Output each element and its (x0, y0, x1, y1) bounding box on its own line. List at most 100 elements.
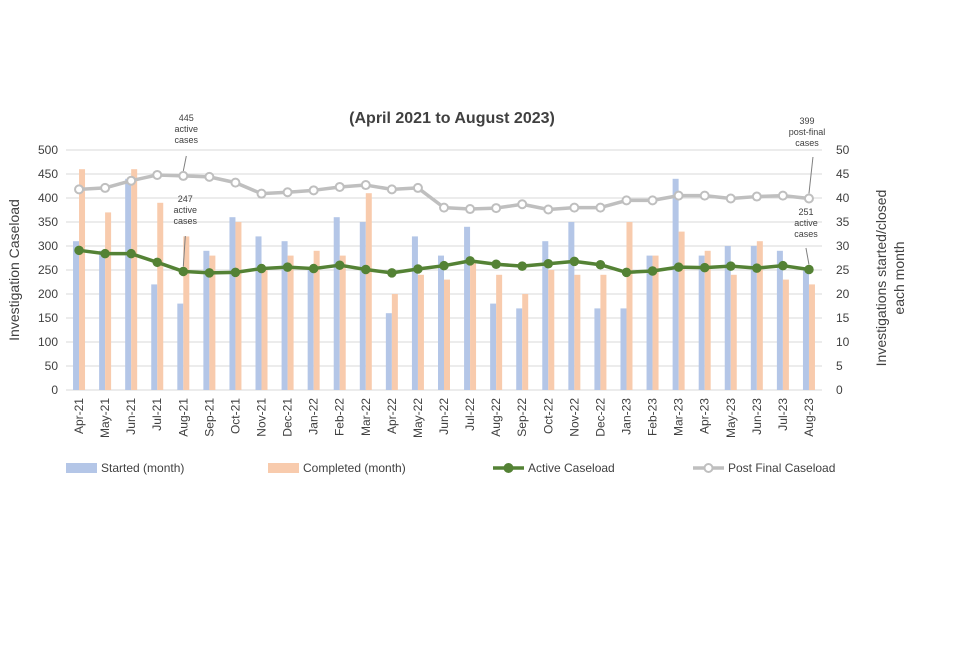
bar-completed (600, 274, 607, 390)
bar-completed (548, 270, 555, 390)
bar-started (307, 270, 314, 390)
bar-started (594, 308, 601, 390)
bar-completed (79, 169, 86, 390)
bar-started (125, 178, 132, 390)
bar-completed (287, 255, 294, 390)
bar-completed (574, 274, 581, 390)
point-active-caseload (804, 264, 814, 275)
y-right-tick-label: 25 (836, 263, 850, 277)
point-post-final-caseload (74, 184, 85, 195)
annotation-line: 251 (798, 207, 813, 217)
bar-started (333, 217, 340, 390)
x-tick-label: Jun-22 (437, 398, 451, 435)
x-tick-label: Jun-23 (750, 398, 764, 435)
bar-completed (339, 255, 346, 390)
y-right-tick-label: 15 (836, 311, 850, 325)
bar-completed (209, 255, 216, 390)
legend-item: Active Caseload (493, 461, 615, 475)
legend-item: Completed (month) (268, 461, 406, 475)
x-tick-label: May-23 (724, 398, 738, 438)
y-right-tick-label: 35 (836, 215, 850, 229)
y-left-tick-label: 350 (38, 215, 58, 229)
point-active-caseload (152, 257, 162, 268)
bar-completed (391, 294, 398, 390)
y-left-tick-label: 300 (38, 239, 58, 253)
y-right-title-line: each month (891, 241, 907, 314)
y-left-tick-label: 150 (38, 311, 58, 325)
point-post-final-caseload (569, 202, 580, 213)
x-tick-label: May-22 (411, 398, 425, 438)
x-tick-label: Sep-22 (515, 398, 529, 437)
point-post-final-caseload (465, 204, 476, 215)
point-active-caseload (126, 248, 136, 259)
point-active-caseload (334, 260, 345, 270)
bar-started (73, 241, 80, 390)
bar-completed (756, 241, 763, 390)
annotation-line: 399 (799, 116, 814, 126)
bar-completed (261, 270, 268, 390)
point-post-final-caseload (230, 177, 241, 188)
x-tick-label: Apr-21 (72, 398, 86, 434)
legend-label: Post Final Caseload (728, 461, 835, 475)
y-left-tick-label: 250 (38, 263, 58, 277)
x-tick-label: Dec-22 (593, 398, 607, 437)
x-tick-label: Jun-21 (124, 398, 138, 435)
point-active-caseload (256, 263, 267, 274)
legend-swatch-marker (503, 463, 514, 473)
bar-completed (678, 231, 685, 390)
bar-started (672, 178, 679, 390)
x-tick-label: Aug-22 (489, 398, 503, 437)
bar-completed (235, 222, 242, 390)
bar-started (568, 222, 575, 390)
x-tick-label: Apr-22 (385, 398, 399, 434)
point-active-caseload (699, 262, 710, 273)
x-tick-label: Feb-23 (646, 398, 660, 436)
y-left-tick-label: 450 (38, 167, 58, 181)
annotation-line: active (175, 124, 199, 134)
annotation-label: 399 post-final cases (789, 116, 826, 148)
annotation-line: cases (174, 216, 198, 226)
bar-completed (105, 212, 112, 390)
bar-completed (417, 274, 424, 390)
y-right-tick-label: 50 (836, 143, 850, 157)
legend-label: Completed (month) (303, 461, 406, 475)
bar-started (203, 250, 210, 390)
y-left-tick-label: 400 (38, 191, 58, 205)
point-active-caseload (673, 262, 684, 272)
point-active-caseload (230, 267, 241, 278)
y-right-tick-label: 45 (836, 167, 850, 181)
bar-started (177, 303, 184, 390)
point-post-final-caseload (439, 202, 449, 213)
point-post-final-caseload (647, 195, 658, 206)
annotation-label: 247 active cases (174, 194, 198, 226)
x-tick-label: May-21 (98, 398, 112, 438)
y-axis-right-title: Investigations started/closed each month (873, 190, 907, 367)
bar-started (724, 246, 731, 390)
bar-started (151, 284, 158, 390)
bar-started (99, 250, 106, 390)
x-tick-label: Aug-21 (176, 398, 190, 437)
bar-completed (470, 260, 477, 390)
point-post-final-caseload (360, 180, 371, 191)
x-tick-label: Jul-21 (150, 398, 164, 431)
bar-started (359, 222, 366, 390)
point-post-final-caseload (725, 193, 736, 204)
annotation-line: cases (794, 229, 818, 239)
bar-started (411, 236, 418, 390)
point-post-final-caseload (412, 182, 423, 193)
point-post-final-caseload (386, 184, 397, 195)
point-post-final-caseload (334, 181, 345, 192)
annotation-line: 445 (179, 113, 194, 123)
point-active-caseload (204, 268, 215, 278)
point-active-caseload (387, 268, 397, 278)
x-tick-label: Jul-22 (463, 398, 477, 431)
point-active-caseload (178, 266, 189, 277)
chart-title: (April 2021 to August 2023) (349, 110, 555, 127)
point-active-caseload (752, 263, 762, 273)
point-active-caseload (621, 267, 632, 278)
bar-completed (782, 279, 789, 390)
point-post-final-caseload (100, 182, 111, 193)
point-post-final-caseload (777, 190, 788, 201)
point-post-final-caseload (751, 191, 762, 202)
x-tick-label: Jan-23 (619, 398, 633, 435)
